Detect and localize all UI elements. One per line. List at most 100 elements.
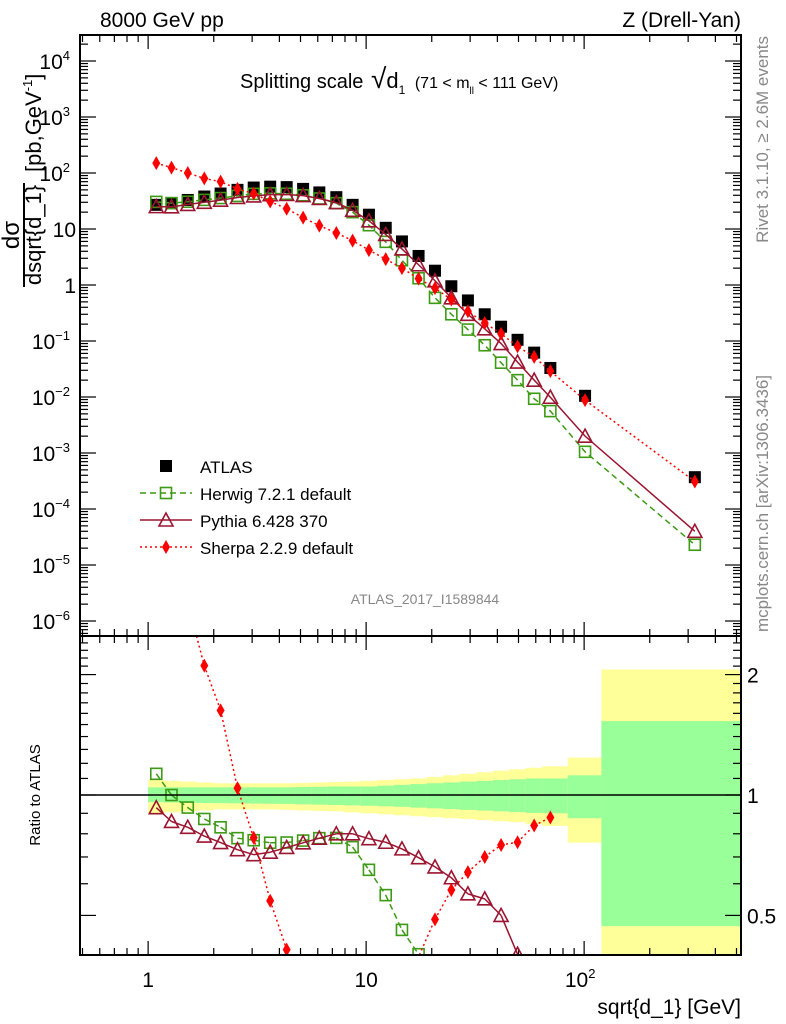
pythia-ratio-point [245,846,263,862]
sherpa-ratio-point [266,893,275,908]
y-label-units: [pb,GeV-1] [20,74,46,172]
y-tick-label-base: 10 [32,555,55,578]
y-tick-label: 10−5 [32,552,70,578]
sherpa-ratio-point [513,835,522,850]
ratio-panel-series [147,636,555,955]
pythia-ratio-point [310,829,328,845]
y-tick-label-base: 10 [32,331,55,354]
sherpa-ratio-point [249,830,258,845]
pythia-point [212,191,229,207]
herwig-point [527,392,541,406]
pythia-ratio-point [195,827,213,843]
herwig-point [165,196,178,210]
sherpa-point [497,326,506,341]
herwig-ratio-point [362,863,376,877]
ratio-panel-frame [79,635,742,956]
ratio-tick-label: 1 [747,785,759,808]
x-tick-label-base: 1 [142,969,154,992]
sherpa-point [690,474,699,489]
pythia-point [344,201,361,218]
sherpa-point [315,218,324,233]
pythia-point [195,193,213,210]
y-label-denominator: dsqrt{d_1} [21,185,46,285]
herwig-ratio-point [263,836,277,850]
header-right: Z (Drell-Yan) [622,9,741,32]
sherpa-point [364,243,373,258]
sherpa-ratio-point [233,781,242,796]
y-tick-label: 10−3 [32,440,70,466]
pythia-ratio-point [278,838,295,855]
plot-title-range: (71 < m [415,75,470,92]
herwig-point [578,445,592,459]
pythia-ratio-point [393,840,411,856]
header-left: 8000 GeV pp [100,9,224,32]
legend-marker-sherpa [162,540,170,554]
x-tick-label: 1 [142,969,154,992]
pythia-point [492,334,510,351]
y-tick-label-exp: −2 [55,384,70,399]
plot-title: Splitting scale √d1 (71 < mll < 111 GeV) [240,63,558,99]
plot-title-var-sub: 1 [399,83,406,97]
sherpa-point [530,349,539,364]
sherpa-point [216,174,225,189]
atlas-point [478,308,491,321]
sherpa-ratio-point [447,882,456,897]
ratio-band-inner [344,786,362,806]
pythia-point [278,185,295,202]
pythia-point [542,388,559,405]
pythia-line [156,193,696,532]
sherpa-ratio-line [195,636,551,955]
pythia-ratio-point [212,833,229,850]
pythia-point [179,195,197,212]
y-tick-label-base: 10 [32,443,55,466]
y-tick-label-exp: 2 [63,160,70,175]
sherpa-point [282,201,291,216]
ratio-band-inner [542,778,569,814]
ratio-band-inner [567,775,602,819]
y-tick-label-base: 10 [39,107,62,130]
sherpa-point [397,261,406,276]
sherpa-point [513,339,522,354]
ratio-band-inner [360,786,378,806]
y-tick-label: 10−2 [32,384,70,410]
pythia-ratio-point [377,833,395,850]
x-axis-label: sqrt{d_1} [GeV] [597,996,741,1019]
y-label-units-sup: -1 [20,80,35,92]
herwig-point [445,307,458,321]
mcplots-label: mcplots.cern.ch [arXiv:1306.3436] [753,375,772,632]
ratio-band-inner [327,786,345,806]
y-tick-label: 10 [53,219,76,242]
pythia-ratio-point [476,890,494,906]
y-tick-label: 10−4 [32,496,70,522]
ratio-band-inner [426,783,444,809]
pythia-point [410,256,427,272]
y-axis-label: dσ dsqrt{d_1} [pb,GeV-1] Ratio to ATLAS … [0,36,772,846]
main-panel-frame [79,34,742,637]
x-tick-label: 10 [354,969,377,992]
y-tick-label-base: 10 [39,163,62,186]
atlas-point [429,264,442,277]
herwig-ratio-point [379,888,393,902]
pythia-ratio-point [512,945,523,955]
pythia-ratio-point [261,843,279,860]
herwig-ratio-point [346,840,359,854]
ratio-band-inner [601,721,741,927]
main-panel-series [147,156,704,552]
pythia-point [377,225,395,242]
sherpa-point [447,292,456,307]
pythia-point [576,427,594,443]
herwig-point [478,338,492,352]
pythia-ratio-point [147,798,165,815]
sherpa-ratio-point [530,818,539,833]
sherpa-point [431,281,440,296]
atlas-point [412,249,425,262]
pythia-point [393,240,411,256]
sherpa-point [299,210,308,225]
y-tick-label: 103 [39,104,70,130]
legend-label-herwig: Herwig 7.2.1 default [200,485,351,504]
y-label-units-pre: [pb,GeV [21,91,46,172]
y-tick-label: 10−1 [32,328,70,354]
x-tick-label-exp: 2 [588,966,595,981]
y-tick-label-exp: 4 [63,48,70,63]
